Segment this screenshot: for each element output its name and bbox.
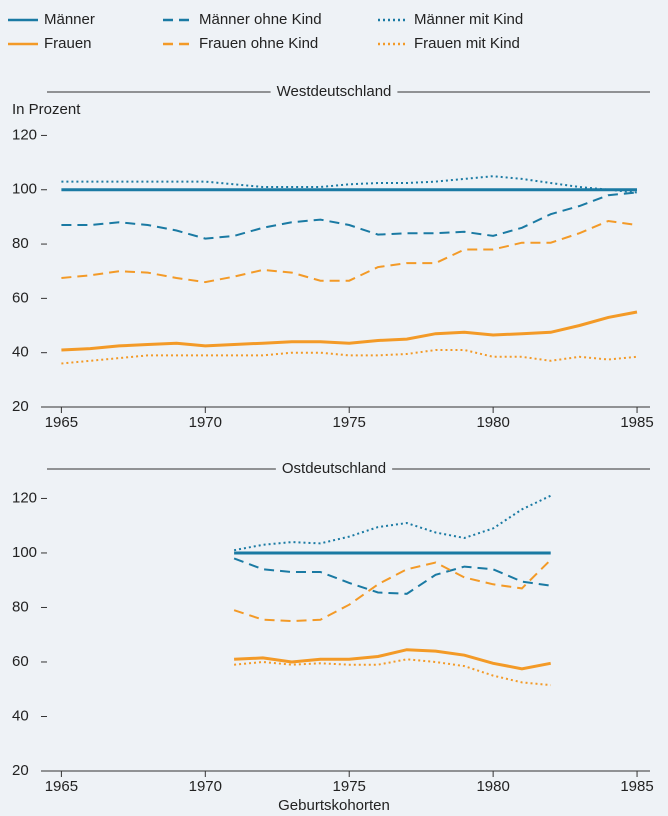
x-tick-label: 1985 xyxy=(620,414,653,431)
legend-label: Männer ohne Kind xyxy=(199,11,322,28)
y-tick-label: 20 xyxy=(12,762,29,779)
y-tick-label: 60 xyxy=(12,289,29,306)
legend-label: Männer mit Kind xyxy=(414,11,523,28)
series-line xyxy=(61,219,638,284)
series-line xyxy=(233,557,551,595)
x-tick-label: 1980 xyxy=(476,414,509,431)
y-tick-label: 120 xyxy=(12,126,37,143)
series-line xyxy=(61,191,638,240)
series-line xyxy=(234,658,551,687)
y-tick-label: 60 xyxy=(12,653,29,670)
y-tick-label: 40 xyxy=(12,344,29,361)
x-tick-label: 1985 xyxy=(620,778,653,795)
y-axis-label: In Prozent xyxy=(12,101,81,118)
x-tick-label: 1970 xyxy=(189,414,222,431)
legend-label: Männer xyxy=(44,11,95,28)
x-tick-label: 1975 xyxy=(333,778,366,795)
x-tick-label: 1970 xyxy=(189,778,222,795)
x-tick-label: 1965 xyxy=(45,778,78,795)
panel-title: Ostdeutschland xyxy=(282,460,386,477)
x-tick-label: 1980 xyxy=(476,778,509,795)
y-tick-label: 100 xyxy=(12,544,37,561)
y-tick-label: 120 xyxy=(12,489,37,506)
y-tick-label: 40 xyxy=(12,707,29,724)
y-tick-label: 80 xyxy=(12,235,29,252)
series-line xyxy=(61,175,638,194)
y-tick-label: 100 xyxy=(12,181,37,198)
legend-label: Frauen mit Kind xyxy=(414,35,520,52)
series-line xyxy=(61,310,638,352)
legend-label: Frauen ohne Kind xyxy=(199,35,318,52)
x-axis-label: Geburtskohorten xyxy=(278,797,390,814)
legend-label: Frauen xyxy=(44,35,92,52)
x-tick-label: 1975 xyxy=(333,414,366,431)
x-tick-label: 1965 xyxy=(45,414,78,431)
series-line xyxy=(234,648,551,671)
panel-title: Westdeutschland xyxy=(277,83,392,100)
series-line xyxy=(233,559,552,623)
y-tick-label: 20 xyxy=(12,398,29,415)
series-line xyxy=(61,349,638,365)
series-line xyxy=(233,494,552,552)
y-tick-label: 80 xyxy=(12,598,29,615)
